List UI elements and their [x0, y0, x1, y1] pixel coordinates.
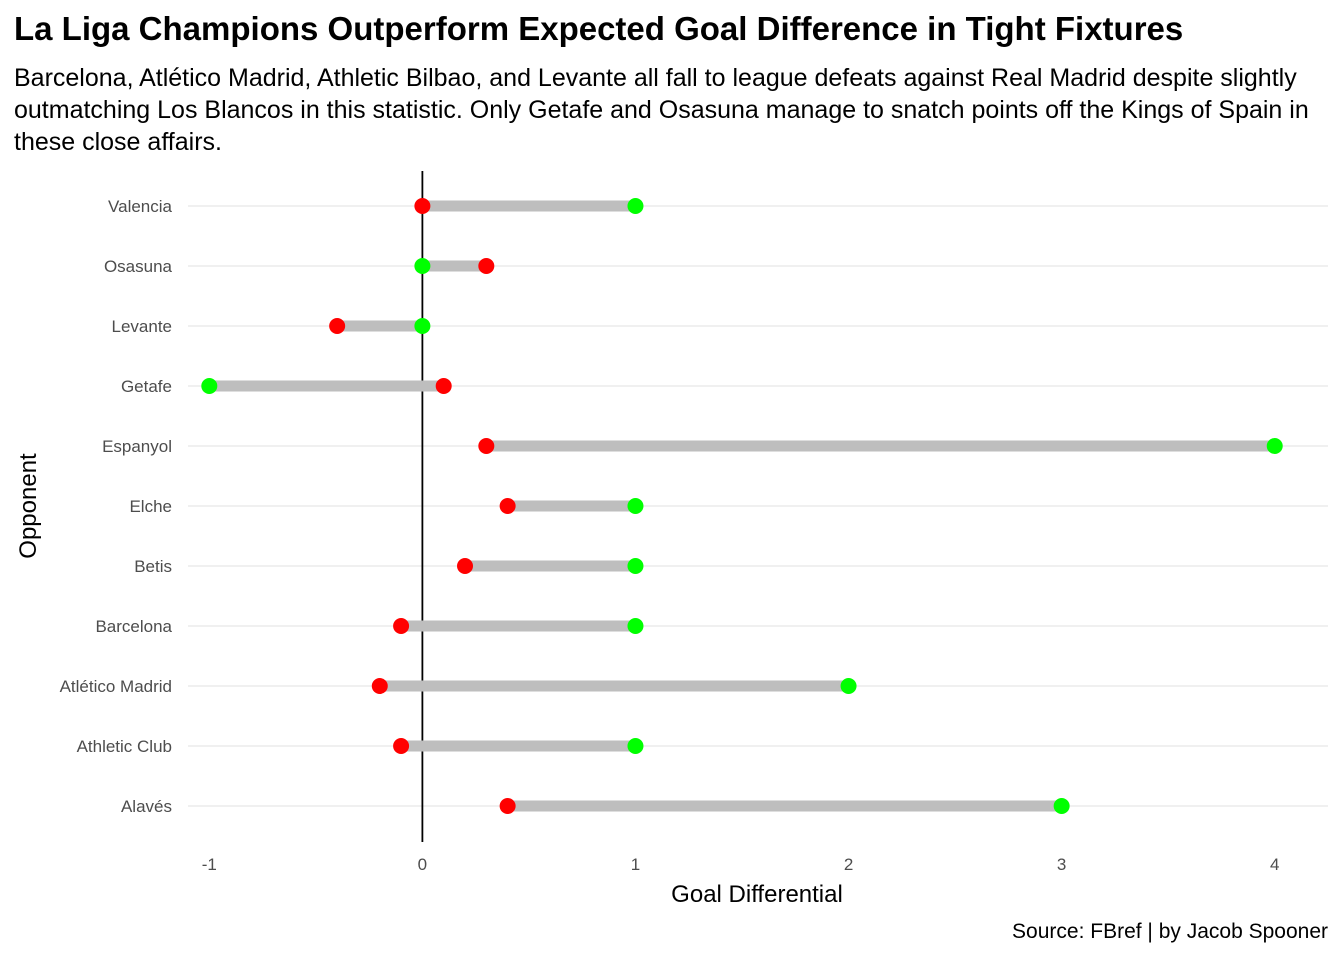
chart-title: La Liga Champions Outperform Expected Go… [14, 10, 1184, 47]
y-tick-labels: Valencia Osasuna Levante Getafe Espanyol Elch… [60, 197, 173, 816]
point-goal-difference [627, 618, 644, 634]
point-goal-difference [414, 318, 431, 334]
point-expected-goal-difference [329, 318, 346, 334]
y-tick-label: Athletic Club [77, 737, 172, 756]
dumbbell-segments [209, 200, 1275, 812]
y-tick-label: Levante [112, 317, 173, 336]
y-tick-label: Betis [134, 557, 172, 576]
point-goal-difference [627, 498, 644, 514]
y-tick-label: Alavés [121, 797, 172, 816]
point-goal-difference [1053, 798, 1070, 814]
point-expected-goal-difference [478, 438, 495, 454]
point-goal-difference [1266, 438, 1283, 454]
x-tick-labels: -1 0 1 2 3 4 [202, 855, 1280, 874]
point-expected-goal-difference [393, 738, 410, 754]
point-expected-goal-difference [499, 498, 516, 514]
point-expected-goal-difference [435, 378, 452, 394]
point-goal-difference [414, 258, 431, 274]
dumbbell-points [201, 198, 1283, 814]
point-expected-goal-difference [414, 198, 431, 214]
x-tick-label: 3 [1057, 855, 1066, 874]
y-tick-label: Getafe [121, 377, 172, 396]
x-axis-title: Goal Differential [671, 881, 843, 908]
chart-subtitle: Barcelona, Atlético Madrid, Athletic Bil… [14, 64, 1309, 156]
x-tick-label: 0 [418, 855, 427, 874]
point-goal-difference [840, 678, 857, 694]
y-tick-label: Osasuna [104, 257, 173, 276]
y-axis-title: Opponent [15, 453, 42, 559]
point-goal-difference [627, 558, 644, 574]
x-tick-label: -1 [202, 855, 217, 874]
y-tick-label: Atlético Madrid [60, 677, 172, 696]
point-expected-goal-difference [393, 618, 410, 634]
point-goal-difference [627, 738, 644, 754]
source-caption: Source: FBref | by Jacob Spooner [1012, 920, 1328, 943]
y-tick-label: Valencia [108, 197, 172, 216]
point-goal-difference [627, 198, 644, 214]
point-expected-goal-difference [457, 558, 474, 574]
point-expected-goal-difference [478, 258, 495, 274]
y-tick-label: Barcelona [95, 617, 172, 636]
point-expected-goal-difference [371, 678, 388, 694]
point-goal-difference [201, 378, 218, 394]
y-tick-label: Espanyol [102, 437, 172, 456]
x-tick-label: 2 [844, 855, 853, 874]
point-expected-goal-difference [499, 798, 516, 814]
y-tick-label: Elche [129, 497, 172, 516]
x-tick-label: 1 [631, 855, 640, 874]
gridlines [188, 205, 1328, 807]
x-tick-label: 4 [1270, 855, 1279, 874]
